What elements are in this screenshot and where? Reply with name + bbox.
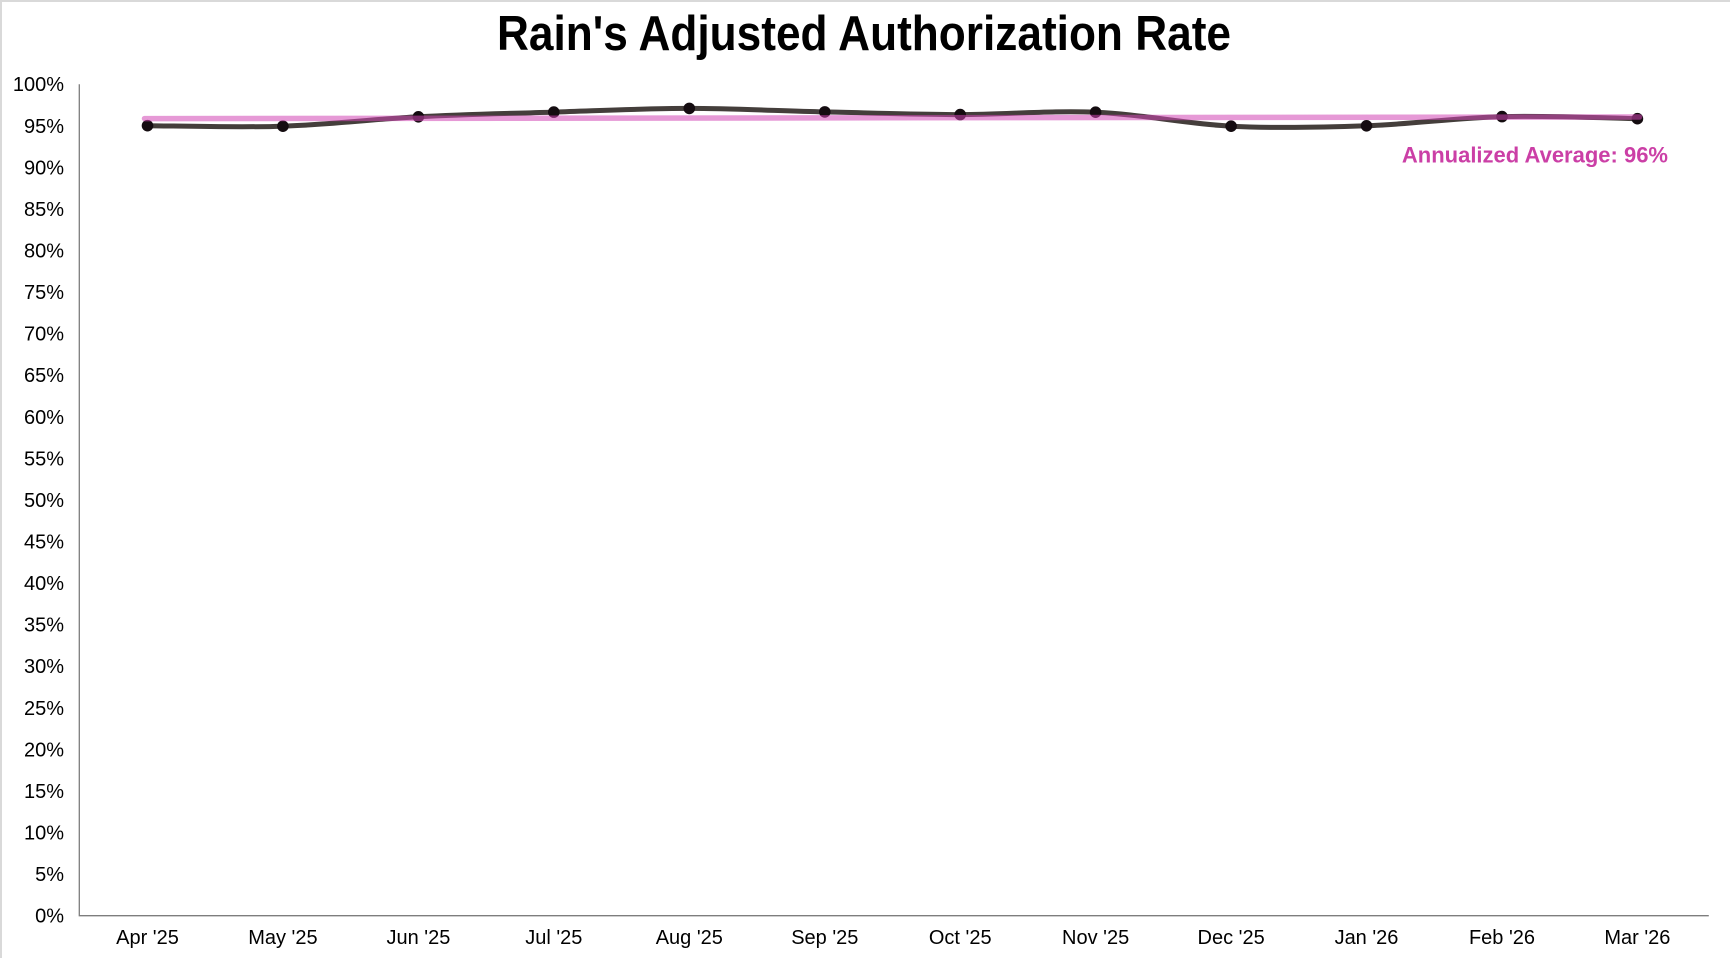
svg-text:70%: 70% <box>24 324 64 346</box>
svg-text:55%: 55% <box>24 448 64 470</box>
svg-text:90%: 90% <box>24 157 64 179</box>
svg-text:Feb '26: Feb '26 <box>1469 927 1535 949</box>
svg-text:Aug '25: Aug '25 <box>656 927 723 949</box>
svg-text:30%: 30% <box>24 656 64 678</box>
svg-text:May '25: May '25 <box>248 927 317 949</box>
svg-text:10%: 10% <box>24 823 64 845</box>
svg-text:85%: 85% <box>24 199 64 221</box>
svg-text:65%: 65% <box>24 365 64 387</box>
svg-text:Nov '25: Nov '25 <box>1062 927 1129 949</box>
svg-text:5%: 5% <box>35 864 64 886</box>
svg-text:Jul '25: Jul '25 <box>525 927 582 949</box>
svg-text:Oct '25: Oct '25 <box>929 927 992 949</box>
svg-text:80%: 80% <box>24 241 64 263</box>
svg-text:Dec '25: Dec '25 <box>1198 927 1265 949</box>
svg-text:Rain's Adjusted Authorization: Rain's Adjusted Authorization Rate <box>497 7 1231 61</box>
svg-text:50%: 50% <box>24 490 64 512</box>
svg-text:40%: 40% <box>24 573 64 595</box>
svg-text:Jun '25: Jun '25 <box>386 927 450 949</box>
svg-text:Mar '26: Mar '26 <box>1604 927 1670 949</box>
svg-text:15%: 15% <box>24 781 64 803</box>
svg-text:45%: 45% <box>24 532 64 554</box>
svg-text:0%: 0% <box>35 906 64 928</box>
svg-text:Apr '25: Apr '25 <box>116 927 179 949</box>
svg-text:60%: 60% <box>24 407 64 429</box>
svg-text:Jan '26: Jan '26 <box>1335 927 1399 949</box>
svg-text:Annualized Average: 96%: Annualized Average: 96% <box>1402 143 1668 168</box>
svg-text:20%: 20% <box>24 739 64 761</box>
svg-text:Sep '25: Sep '25 <box>791 927 858 949</box>
svg-text:25%: 25% <box>24 698 64 720</box>
svg-text:35%: 35% <box>24 615 64 637</box>
svg-text:75%: 75% <box>24 282 64 304</box>
svg-text:100%: 100% <box>13 74 64 96</box>
svg-text:95%: 95% <box>24 116 64 138</box>
